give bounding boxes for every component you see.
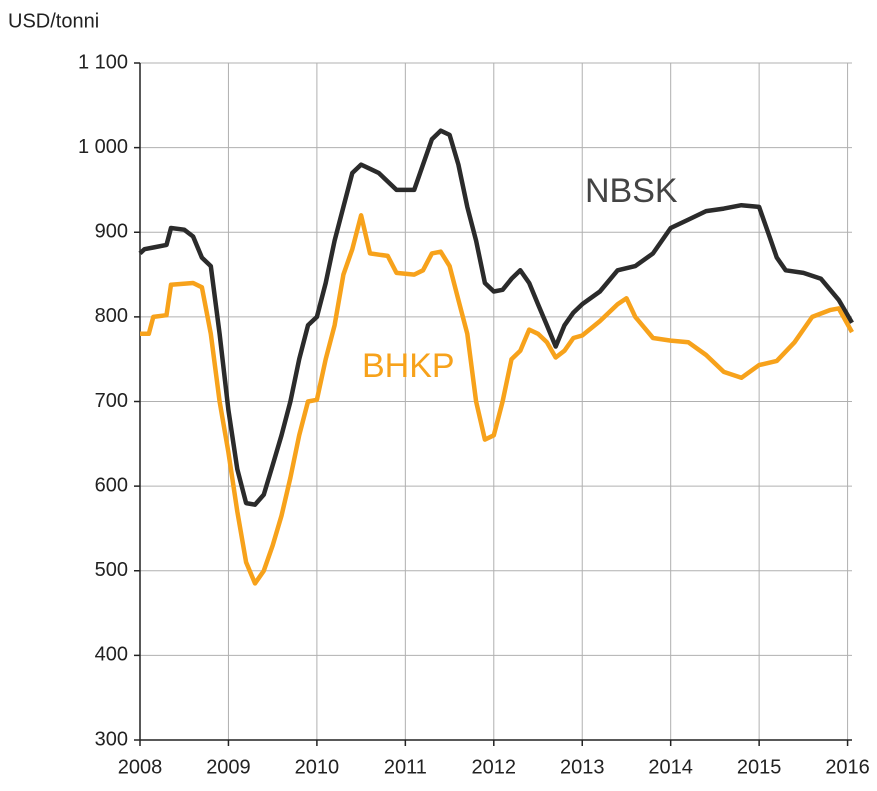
- x-tick-label: 2010: [295, 756, 340, 778]
- x-tick-label: 2013: [560, 756, 605, 778]
- x-tick-label: 2012: [472, 756, 517, 778]
- x-tick-label: 2011: [384, 756, 427, 778]
- y-tick-label: 500: [95, 559, 128, 581]
- y-tick-label: 1 100: [78, 51, 128, 73]
- y-tick-label: 1 000: [78, 136, 128, 158]
- y-tick-label: 400: [95, 644, 128, 666]
- x-tick-label: 2014: [648, 756, 693, 778]
- line-series: [138, 128, 854, 507]
- y-tick-label: 800: [95, 305, 128, 327]
- y-tick-label: 600: [95, 474, 128, 496]
- series-label: NBSK: [585, 172, 678, 210]
- x-tick-label: 2008: [118, 756, 163, 778]
- x-tick-label: 2015: [737, 756, 782, 778]
- y-axis-label: USD/tonni: [8, 10, 99, 32]
- y-tick-label: 700: [95, 390, 128, 412]
- y-tick-label: 300: [95, 728, 128, 750]
- x-tick-label: 2016: [825, 756, 870, 778]
- line-series: [140, 213, 854, 586]
- x-tick-label: 2009: [206, 756, 251, 778]
- series-label: BHKP: [362, 347, 455, 385]
- y-tick-label: 900: [95, 221, 128, 243]
